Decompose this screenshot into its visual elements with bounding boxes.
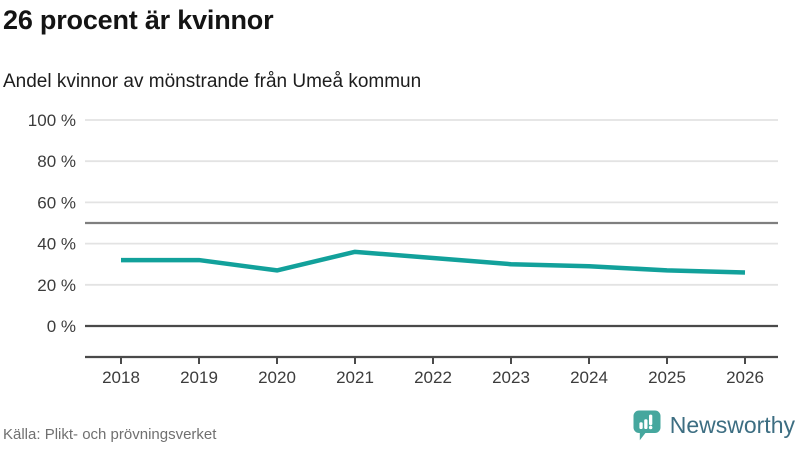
- y-tick-label: 100 %: [28, 111, 76, 130]
- newsworthy-logo-icon: [633, 410, 661, 441]
- exclamation-dot: [648, 425, 653, 430]
- x-tick-label: 2025: [648, 368, 686, 387]
- chart-title: 26 procent är kvinnor: [3, 5, 274, 35]
- bar-chart-bar-small: [639, 422, 643, 429]
- x-tick-label: 2019: [180, 368, 218, 387]
- bar-chart-bar-tall: [643, 419, 648, 429]
- exclamation-stem: [648, 414, 653, 426]
- x-tick-label: 2020: [258, 368, 296, 387]
- chart-subtitle: Andel kvinnor av mönstrande från Umeå ko…: [3, 71, 422, 92]
- newsworthy-logo: Newsworthy: [632, 409, 795, 442]
- x-tick-label: 2022: [414, 368, 452, 387]
- y-tick-label: 60 %: [37, 193, 76, 212]
- series-line: [121, 249, 746, 275]
- source-note: Källa: Plikt- och prövningsverket: [3, 426, 217, 443]
- x-tick-label: 2026: [726, 368, 764, 387]
- y-tick-label: 40 %: [37, 235, 76, 254]
- brand-name: Newsworthy: [669, 412, 795, 438]
- x-tick-label: 2018: [102, 368, 140, 387]
- x-tick-label: 2021: [336, 368, 374, 387]
- y-tick-label: 20 %: [37, 276, 76, 295]
- y-tick-label: 80 %: [37, 152, 76, 171]
- y-tick-label: 0 %: [47, 317, 76, 336]
- x-tick-label: 2023: [492, 368, 530, 387]
- x-tick-label: 2024: [570, 368, 608, 387]
